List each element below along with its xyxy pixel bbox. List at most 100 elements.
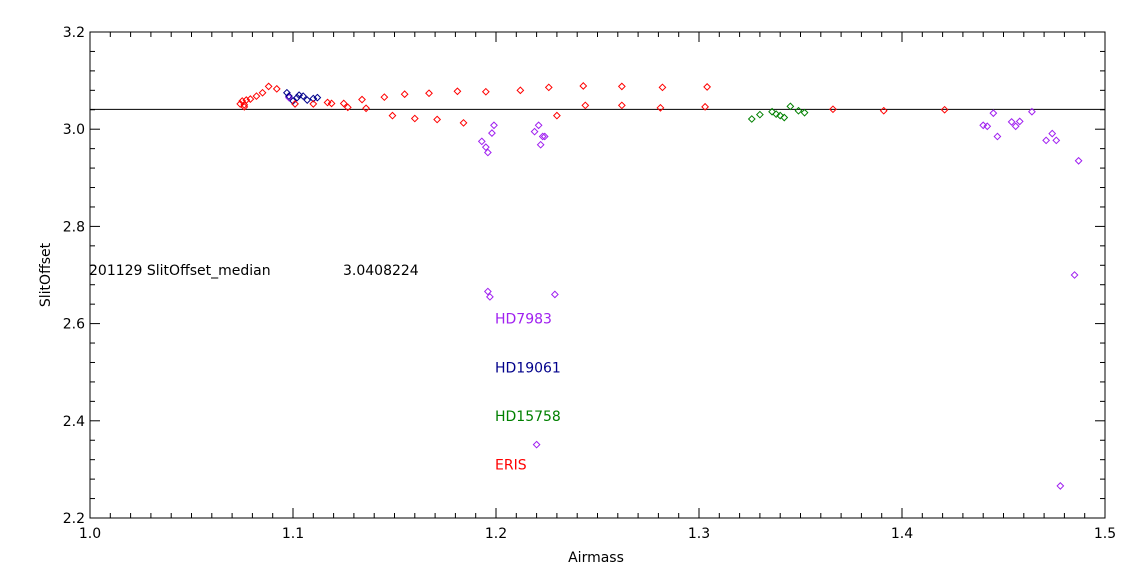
median-annotation-label: 201129 SlitOffset_median (89, 263, 271, 279)
data-point-hd7983 (1007, 118, 1016, 126)
data-point-hd7983 (486, 292, 494, 301)
data-point-eris (703, 83, 712, 91)
data-point-eris (617, 101, 626, 110)
data-point-hd15758 (755, 110, 764, 119)
data-point-eris (236, 100, 245, 108)
data-point-eris (425, 89, 433, 98)
tick-labels: 1.0 1.1 1.2 1.3 1.4 1.5 2.2 2.4 2.6 2.8 3.0 3.2 (63, 25, 1116, 542)
x-tick-label: 1.0 (79, 526, 101, 542)
legend-label-hd7983: HD7983 (495, 312, 552, 328)
data-point-eris (481, 87, 490, 96)
y-tick-label: 2.4 (63, 414, 85, 430)
data-point-hd19061 (289, 97, 297, 105)
data-point-hd7983 (483, 148, 492, 157)
data-point-hd19061 (295, 91, 303, 100)
data-point-hd15758 (776, 111, 785, 120)
data-point-hd19061 (283, 88, 291, 97)
data-point-hd7983 (490, 121, 498, 130)
data-point-hd19061 (313, 93, 322, 102)
data-point-eris (291, 100, 299, 108)
data-point-eris (544, 83, 553, 92)
data-point-hd7983 (532, 440, 541, 449)
data-point-hd19061 (293, 93, 301, 102)
data-point-hd7983 (477, 137, 486, 146)
data-point-eris (388, 111, 397, 120)
data-point-hd7983 (1015, 117, 1024, 126)
x-tick-label: 1.4 (891, 526, 913, 542)
x-tick-label: 1.5 (1094, 526, 1116, 542)
data-point-eris (579, 82, 588, 90)
data-point-hd7983 (1070, 271, 1079, 279)
data-point-hd15758 (768, 107, 776, 116)
data-point-hd7983 (550, 290, 559, 299)
data-point-eris (940, 105, 949, 114)
data-point-eris (343, 103, 352, 112)
data-point-hd7983 (993, 132, 1002, 141)
y-tick-label: 2.6 (63, 317, 85, 333)
data-point-hd19061 (309, 94, 318, 103)
data-point-eris (323, 98, 332, 107)
x-tick-label: 1.2 (485, 526, 507, 542)
data-point-eris (380, 93, 389, 102)
legend: HD7983 HD19061 HD15758 ERIS (495, 312, 561, 474)
data-point-hd19061 (299, 92, 308, 101)
data-point-eris (246, 95, 255, 103)
data-point-hd7983 (1048, 129, 1057, 138)
data-point-hd7983 (488, 129, 496, 137)
data-point-hd7983 (989, 109, 998, 118)
data-point-eris (656, 103, 665, 112)
data-point-eris (358, 95, 366, 104)
data-point-hd19061 (285, 92, 293, 101)
median-annotation-value: 3.0408224 (343, 263, 419, 279)
data-point-eris (701, 102, 709, 111)
data-point-eris (309, 100, 318, 108)
data-point-eris (339, 99, 348, 108)
data-point-hd7983 (1011, 122, 1020, 131)
data-point-eris (879, 106, 888, 115)
data-point-hd7983 (483, 287, 492, 296)
y-tick-label: 2.8 (63, 219, 85, 235)
data-point-eris (453, 87, 462, 96)
data-point-eris (658, 83, 667, 92)
axis-ticks (89, 31, 1106, 519)
data-point-hd7983 (1028, 107, 1036, 116)
data-point-hd7983 (536, 140, 545, 149)
data-point-hd7983 (534, 121, 543, 130)
data-point-hd7983 (530, 127, 539, 136)
y-tick-label: 3.2 (63, 25, 85, 41)
y-axis-title: SlitOffset (38, 242, 54, 307)
y-tick-label: 3.0 (63, 122, 85, 138)
data-point-eris (829, 105, 837, 114)
data-point-hd7983 (538, 132, 547, 141)
data-point-eris (581, 101, 590, 110)
y-tick-label: 2.2 (63, 511, 85, 527)
data-point-hd7983 (983, 122, 992, 131)
data-points (236, 82, 1083, 490)
data-point-hd19061 (303, 96, 312, 104)
data-point-hd7983 (540, 132, 549, 141)
data-point-eris (242, 96, 251, 104)
data-point-eris (617, 82, 626, 91)
data-point-eris (264, 82, 273, 91)
legend-label-hd19061: HD19061 (495, 360, 561, 376)
x-tick-label: 1.1 (282, 526, 304, 542)
data-point-hd15758 (772, 110, 781, 119)
data-point-eris (272, 84, 281, 93)
data-point-hd15758 (794, 106, 803, 115)
data-point-eris (258, 88, 267, 97)
legend-label-hd15758: HD15758 (495, 409, 561, 425)
data-point-eris (362, 104, 370, 113)
data-point-eris (327, 99, 336, 108)
data-point-eris (252, 92, 261, 101)
data-point-hd15758 (747, 115, 756, 123)
x-tick-label: 1.3 (688, 526, 710, 542)
data-point-hd15758 (800, 108, 809, 117)
data-point-hd7983 (1074, 156, 1083, 165)
data-point-eris (433, 115, 442, 124)
data-point-eris (516, 86, 525, 95)
data-point-hd7983 (1052, 136, 1061, 145)
data-point-hd15758 (780, 113, 789, 122)
data-point-eris (400, 90, 409, 99)
